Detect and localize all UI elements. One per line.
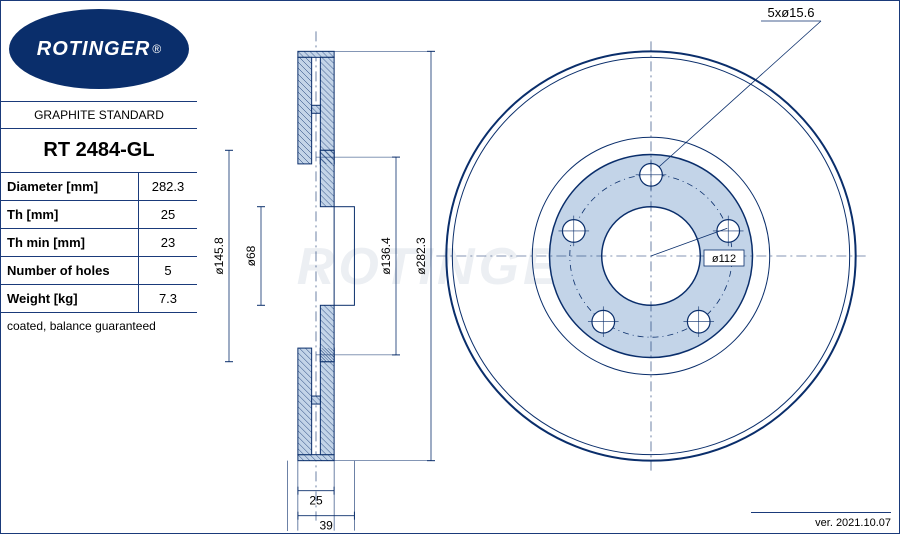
spec-row: Th [mm] 25 [1, 201, 197, 229]
svg-text:ø282.3: ø282.3 [414, 237, 428, 275]
technical-drawing: ø1125xø15.625397.2ø145.8ø68ø136.4ø282.3 [201, 1, 899, 533]
spec-value: 25 [139, 201, 197, 228]
spec-row: Diameter [mm] 282.3 [1, 173, 197, 201]
svg-text:ø112: ø112 [712, 253, 736, 265]
spec-standard: GRAPHITE STANDARD [1, 102, 197, 129]
spec-row: Number of holes 5 [1, 257, 197, 285]
spec-label: Diameter [mm] [1, 173, 139, 200]
spec-value: 5 [139, 257, 197, 284]
spec-label: Th [mm] [1, 201, 139, 228]
svg-text:ø145.8: ø145.8 [212, 237, 226, 275]
svg-text:25: 25 [309, 494, 323, 508]
brand-logo: ROTINGER ® [9, 9, 189, 89]
version-label: ver. 2021.10.07 [751, 512, 891, 529]
spec-panel: GRAPHITE STANDARD RT 2484-GL Diameter [m… [1, 101, 197, 339]
spec-value: 282.3 [139, 173, 197, 200]
svg-text:5xø15.6: 5xø15.6 [768, 5, 815, 20]
spec-part-number: RT 2484-GL [1, 129, 197, 173]
spec-label: Number of holes [1, 257, 139, 284]
brand-name: ROTINGER [37, 38, 151, 61]
spec-label: Th min [mm] [1, 229, 139, 256]
spec-note: coated, balance guaranteed [1, 313, 197, 339]
spec-row: Weight [kg] 7.3 [1, 285, 197, 313]
svg-text:ø136.4: ø136.4 [379, 237, 393, 275]
svg-text:ø68: ø68 [244, 245, 258, 266]
spec-row: Th min [mm] 23 [1, 229, 197, 257]
spec-label: Weight [kg] [1, 285, 139, 312]
spec-value: 7.3 [139, 285, 197, 312]
svg-text:39: 39 [319, 519, 333, 531]
spec-value: 23 [139, 229, 197, 256]
brand-reg: ® [152, 42, 161, 56]
